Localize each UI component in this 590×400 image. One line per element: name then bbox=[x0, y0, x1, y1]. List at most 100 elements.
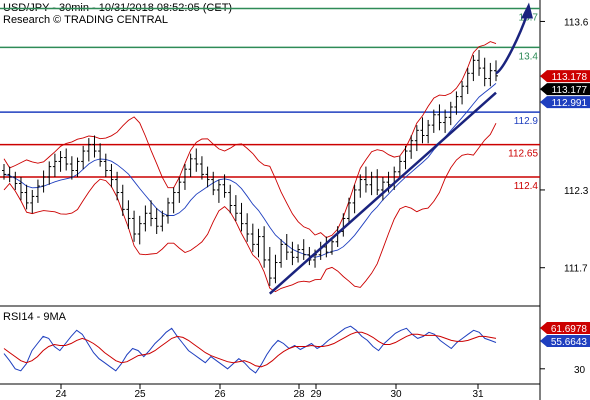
candle bbox=[431, 109, 436, 133]
rsi-series-line bbox=[3, 331, 497, 368]
candle bbox=[477, 49, 482, 76]
rsi-badge-label: 55.6643 bbox=[551, 337, 588, 348]
candle bbox=[409, 135, 414, 159]
candle bbox=[199, 156, 204, 180]
candle bbox=[194, 148, 199, 172]
candle bbox=[13, 171, 18, 190]
rsi-badge-shape bbox=[540, 335, 590, 347]
candle bbox=[35, 179, 40, 203]
candle bbox=[115, 171, 120, 201]
candle bbox=[233, 195, 238, 222]
candle bbox=[205, 166, 210, 188]
candle bbox=[397, 156, 402, 180]
price-badge-label: 112.991 bbox=[552, 98, 588, 109]
candle bbox=[177, 176, 182, 203]
candle bbox=[41, 170, 46, 193]
candle bbox=[137, 215, 142, 245]
candle bbox=[330, 239, 334, 255]
x-tick-label: 30 bbox=[390, 389, 402, 400]
candle bbox=[460, 81, 465, 105]
candle bbox=[324, 236, 329, 258]
candle bbox=[488, 62, 493, 87]
price-badge: 113.177 bbox=[540, 83, 590, 96]
level-label: 112.9 bbox=[514, 116, 539, 127]
candle bbox=[454, 91, 459, 115]
candle bbox=[58, 151, 63, 172]
candle bbox=[279, 239, 284, 268]
trendline bbox=[268, 91, 497, 295]
candle bbox=[103, 153, 108, 177]
candle bbox=[30, 189, 35, 214]
x-tick-label: 29 bbox=[310, 389, 322, 400]
bollinger-upper-band bbox=[3, 41, 497, 239]
candle bbox=[471, 55, 476, 82]
x-tick-label: 26 bbox=[214, 389, 226, 400]
candle bbox=[18, 176, 23, 201]
candle bbox=[143, 205, 148, 232]
candle bbox=[256, 228, 261, 258]
price-panel: 13.713.4112.9112.65112.4111.7112.3113.61… bbox=[0, 2, 590, 295]
candle bbox=[448, 101, 453, 126]
candle bbox=[120, 184, 125, 216]
level-label: 112.65 bbox=[508, 149, 538, 160]
candle bbox=[307, 246, 312, 266]
candle bbox=[126, 200, 131, 229]
price-badge-shape bbox=[540, 70, 590, 83]
price-y-tick-label: 113.6 bbox=[564, 17, 589, 28]
candle bbox=[245, 213, 250, 242]
candle bbox=[47, 161, 52, 185]
candle bbox=[86, 138, 91, 162]
x-tick-label: 28 bbox=[293, 389, 305, 400]
candle bbox=[414, 125, 419, 152]
level-label: 112.4 bbox=[514, 181, 539, 192]
x-tick-label: 25 bbox=[134, 389, 146, 400]
projection-arrow-head bbox=[520, 2, 533, 19]
candle bbox=[166, 197, 170, 224]
candle bbox=[358, 174, 363, 198]
candle bbox=[301, 239, 306, 260]
candle bbox=[228, 184, 233, 214]
level-label: 13.4 bbox=[519, 51, 539, 62]
rsi-panel-title: RSI14 - 9MA bbox=[3, 311, 67, 323]
price-badge-label: 113.178 bbox=[552, 72, 588, 83]
rsi-badge-label: 61.6978 bbox=[551, 324, 588, 335]
candle bbox=[188, 153, 193, 177]
rsi-badge: 61.6978 bbox=[540, 322, 590, 335]
candle bbox=[24, 184, 29, 210]
candle bbox=[211, 171, 216, 196]
candle bbox=[2, 164, 6, 180]
candle bbox=[375, 169, 380, 196]
candle bbox=[437, 104, 442, 131]
candle bbox=[149, 200, 154, 227]
candle bbox=[426, 119, 431, 144]
candle bbox=[182, 164, 187, 190]
x-tick-label: 31 bbox=[472, 389, 484, 400]
candle bbox=[52, 153, 57, 177]
price-badge: 112.991 bbox=[540, 96, 590, 109]
x-tick-label: 24 bbox=[55, 389, 67, 400]
candle bbox=[216, 179, 221, 203]
candle bbox=[132, 210, 137, 242]
candle bbox=[92, 135, 97, 158]
candle bbox=[109, 164, 114, 188]
candle bbox=[98, 143, 103, 167]
candle bbox=[222, 174, 227, 198]
price-y-tick-label: 111.7 bbox=[564, 264, 588, 275]
candle bbox=[284, 234, 289, 260]
candle bbox=[403, 145, 408, 170]
candle bbox=[267, 246, 272, 286]
bollinger-lower-band bbox=[3, 122, 497, 293]
rsi-series-line bbox=[3, 325, 497, 374]
rsi-y-tick-label: 30 bbox=[574, 365, 586, 376]
candle bbox=[380, 176, 385, 201]
candle bbox=[239, 202, 244, 232]
candle bbox=[363, 166, 368, 193]
candle bbox=[160, 210, 165, 232]
candle bbox=[296, 244, 301, 263]
candle bbox=[75, 157, 80, 177]
candle bbox=[171, 187, 176, 214]
candle bbox=[420, 117, 425, 144]
